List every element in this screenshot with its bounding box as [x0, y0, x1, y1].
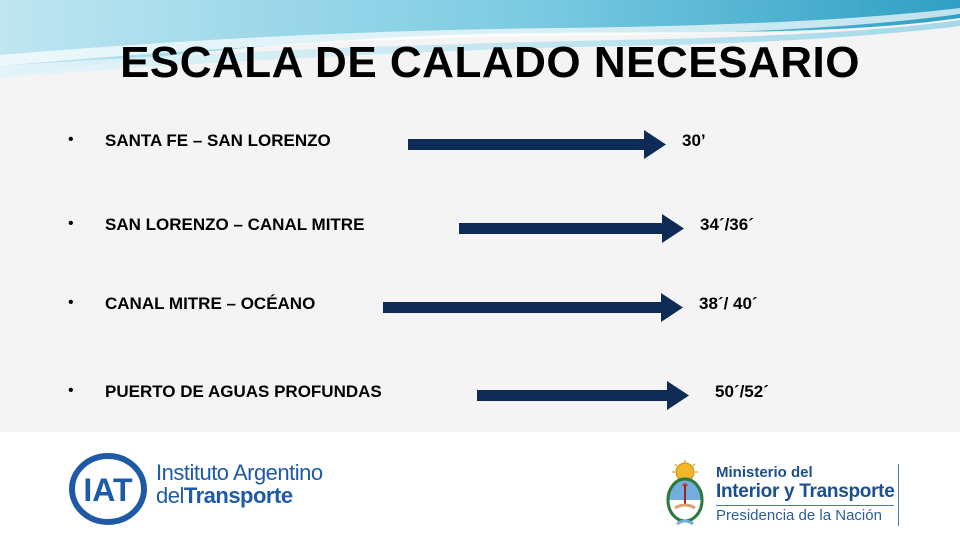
footer	[0, 432, 960, 540]
ministry-line3: Presidencia de la Nación	[716, 505, 895, 524]
iat-line2: delTransporte	[156, 484, 323, 507]
iat-line2-bold: Transporte	[183, 483, 293, 509]
list-item: • PUERTO DE AGUAS PROFUNDAS 50´/52´	[0, 380, 960, 410]
arrow-right-icon	[408, 130, 666, 159]
bullet: •	[68, 131, 74, 148]
route-name: CANAL MITRE – OCÉANO	[105, 294, 316, 313]
arrow-right-icon	[459, 214, 684, 243]
ministry-line2: Interior y Transporte	[716, 481, 895, 503]
list-item: • CANAL MITRE – OCÉANO 38´/ 40´	[0, 292, 960, 322]
route-value: 50´/52´	[715, 382, 769, 401]
bullet: •	[68, 294, 74, 311]
list-item: • SANTA FE – SAN LORENZO 30’	[0, 129, 960, 159]
arrow-right-icon	[383, 293, 683, 322]
ministry-line1: Ministerio del	[716, 464, 813, 481]
arrow-right-icon	[477, 381, 689, 410]
iat-name: Instituto Argentino delTransporte	[156, 461, 323, 507]
page-title: ESCALA DE CALADO NECESARIO	[120, 38, 860, 87]
coat-of-arms-icon	[666, 460, 704, 526]
route-list: • SANTA FE – SAN LORENZO 30’ • SAN LOREN…	[0, 129, 960, 410]
bullet: •	[68, 215, 74, 232]
iat-logo-text: IAT	[83, 472, 133, 508]
route-name: SANTA FE – SAN LORENZO	[105, 131, 331, 150]
iat-line1: Instituto Argentino	[156, 460, 323, 485]
route-name: PUERTO DE AGUAS PROFUNDAS	[105, 382, 382, 401]
iat-line2-prefix: del	[156, 483, 184, 509]
list-item: • SAN LORENZO – CANAL MITRE 34´/36´	[0, 213, 960, 243]
ministry-name: Ministerio del Interior y Transporte Pre…	[716, 464, 900, 526]
route-value: 30’	[682, 131, 706, 150]
bullet: •	[68, 382, 74, 399]
route-value: 34´/36´	[700, 215, 754, 234]
route-value: 38´/ 40´	[699, 294, 758, 313]
iat-logo-icon: IAT	[69, 453, 147, 525]
wave-decoration	[0, 0, 960, 78]
route-name: SAN LORENZO – CANAL MITRE	[105, 215, 365, 234]
